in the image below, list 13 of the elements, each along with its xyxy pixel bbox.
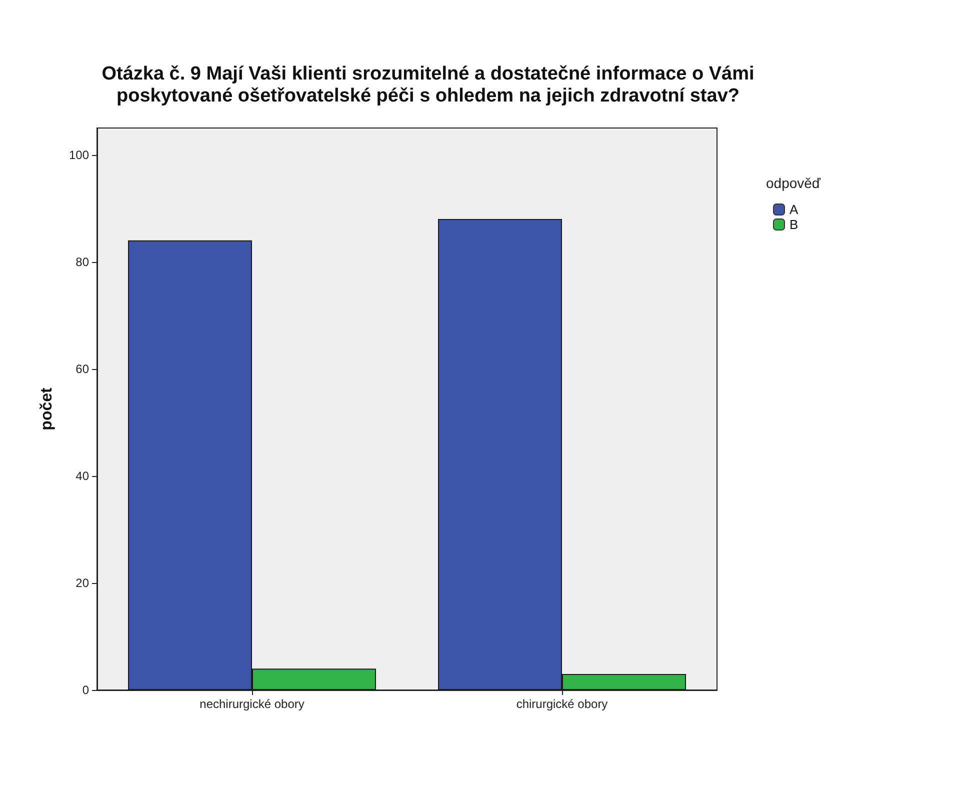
x-tick-label: chirurgické obory <box>516 697 608 711</box>
x-tick-label: nechirurgické obory <box>200 697 304 711</box>
y-tick-label: 100 <box>68 148 90 162</box>
legend-label: A <box>790 202 798 217</box>
y-tick-label: 80 <box>76 254 90 269</box>
y-axis-title: počet <box>38 386 56 430</box>
legend-label: B <box>790 217 798 232</box>
chart-title: Otázka č. 9 Mají Vaši klienti srozumitelné a dostatečné informace o Vámi poskytované ošetřovatelské péči s ohledem na jejich zdravotní stav? <box>102 64 754 106</box>
legend-title: odpověď <box>766 175 821 191</box>
y-tick-label: 40 <box>76 468 90 483</box>
y-tick-label: 60 <box>76 362 90 376</box>
y-tick-label: 20 <box>76 576 90 590</box>
y-tick-label: 0 <box>82 683 90 697</box>
